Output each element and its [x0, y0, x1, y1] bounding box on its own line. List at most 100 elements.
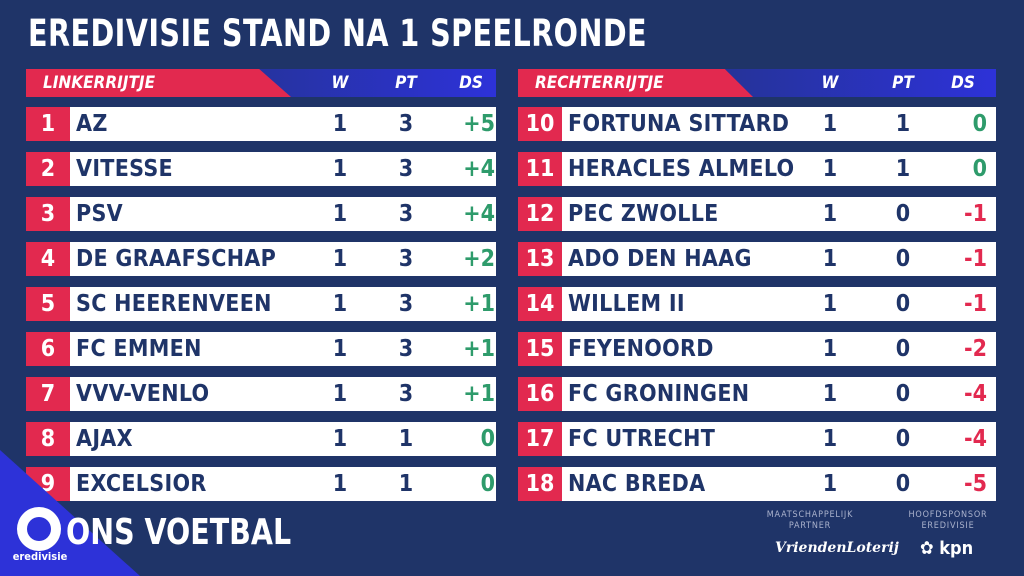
team-name: AZ: [76, 111, 108, 137]
goal-difference-value: -1: [964, 246, 987, 272]
team-name: FC GRONINGEN: [568, 381, 750, 407]
slogan: ONS VOETBAL: [66, 512, 292, 553]
table-row: 6 FC EMMEN 1 3 +1: [26, 332, 496, 366]
goal-difference-value: -1: [964, 201, 987, 227]
position-number: 6: [26, 332, 70, 366]
team-name: WILLEM II: [568, 291, 685, 317]
points-value: 3: [398, 111, 414, 137]
points-value: 3: [398, 336, 414, 362]
points-value: 3: [398, 381, 414, 407]
wins-value: 1: [332, 381, 348, 407]
team-name: AJAX: [76, 426, 133, 452]
sponsor-logo: ✿ kpn: [920, 538, 973, 559]
points-value: 0: [895, 336, 911, 362]
goal-difference-value: 0: [972, 156, 987, 182]
points-value: 1: [398, 426, 414, 452]
standings-right-panel: RECHTERRIJTJE W PT DS 10 FORTUNA SITTARD 1…: [518, 69, 996, 501]
points-value: 3: [398, 201, 414, 227]
position-number: 5: [26, 287, 70, 321]
column-header-ds: DS: [951, 73, 975, 93]
team-name: VVV-VENLO: [76, 381, 210, 407]
column-header-w: W: [331, 73, 349, 93]
position-number: 8: [26, 422, 70, 456]
partner-caption: MAATSCHAPPELIJK PARTNER: [766, 510, 854, 531]
position-number: 15: [518, 332, 562, 366]
table-row: 13 ADO DEN HAAG 1 0 -1: [518, 242, 996, 276]
points-value: 3: [398, 156, 414, 182]
position-number: 3: [26, 197, 70, 231]
panel-label: RECHTERRIJTJE: [535, 73, 664, 93]
wins-value: 1: [822, 201, 838, 227]
team-name: FC UTRECHT: [568, 426, 716, 452]
team-name: VITESSE: [76, 156, 173, 182]
goal-difference-value: 0: [480, 471, 495, 497]
points-value: 0: [895, 471, 911, 497]
points-value: 0: [895, 426, 911, 452]
position-number: 4: [26, 242, 70, 276]
position-number: 13: [518, 242, 562, 276]
goal-difference-value: 0: [480, 426, 495, 452]
team-name: PSV: [76, 201, 123, 227]
goal-difference-value: -4: [964, 381, 987, 407]
points-value: 0: [895, 246, 911, 272]
goal-difference-value: -2: [964, 336, 987, 362]
team-name: NAC BREDA: [568, 471, 706, 497]
points-value: 0: [895, 381, 911, 407]
wins-value: 1: [332, 426, 348, 452]
table-header: RECHTERRIJTJE W PT DS: [518, 69, 996, 97]
goal-difference-value: -1: [964, 291, 987, 317]
points-value: 3: [398, 291, 414, 317]
table-row: 5 SC HEERENVEEN 1 3 +1: [26, 287, 496, 321]
goal-difference-value: +1: [463, 291, 495, 317]
table-row: 4 DE GRAAFSCHAP 1 3 +2: [26, 242, 496, 276]
table-row: 14 WILLEM II 1 0 -1: [518, 287, 996, 321]
logo-text: eredivisie: [12, 550, 68, 563]
wins-value: 1: [332, 111, 348, 137]
wins-value: 1: [822, 381, 838, 407]
goal-difference-value: +2: [463, 246, 495, 272]
kpn-flower-icon: ✿: [920, 538, 934, 559]
wins-value: 1: [822, 291, 838, 317]
table-row: 11 HERACLES ALMELO 1 1 0: [518, 152, 996, 186]
team-name: FEYENOORD: [568, 336, 714, 362]
position-number: 10: [518, 107, 562, 141]
goal-difference-value: +4: [463, 201, 495, 227]
table-row: 10 FORTUNA SITTARD 1 1 0: [518, 107, 996, 141]
column-header-pt: PT: [892, 73, 914, 93]
goal-difference-value: +1: [463, 336, 495, 362]
table-row: 2 VITESSE 1 3 +4: [26, 152, 496, 186]
table-row: 17 FC UTRECHT 1 0 -4: [518, 422, 996, 456]
position-number: 17: [518, 422, 562, 456]
goal-difference-value: -4: [964, 426, 987, 452]
wins-value: 1: [822, 111, 838, 137]
wins-value: 1: [822, 471, 838, 497]
team-name: DE GRAAFSCHAP: [76, 246, 277, 272]
table-row: 7 VVV-VENLO 1 3 +1: [26, 377, 496, 411]
points-value: 1: [895, 156, 911, 182]
team-name: FORTUNA SITTARD: [568, 111, 790, 137]
table-row: 12 PEC ZWOLLE 1 0 -1: [518, 197, 996, 231]
points-value: 0: [895, 291, 911, 317]
column-header-w: W: [821, 73, 839, 93]
wins-value: 1: [332, 471, 348, 497]
sponsor-name: kpn: [939, 538, 974, 559]
points-value: 3: [398, 246, 414, 272]
table-rows: 10 FORTUNA SITTARD 1 1 0 11 HERACLES ALMELO 1 1 0…: [518, 107, 996, 501]
wins-value: 1: [332, 156, 348, 182]
table-row: 16 FC GRONINGEN 1 0 -4: [518, 377, 996, 411]
position-number: 18: [518, 467, 562, 501]
points-value: 1: [398, 471, 414, 497]
position-number: 7: [26, 377, 70, 411]
column-header-ds: DS: [459, 73, 483, 93]
points-value: 1: [895, 111, 911, 137]
wins-value: 1: [332, 201, 348, 227]
wins-value: 1: [822, 156, 838, 182]
team-name: FC EMMEN: [76, 336, 202, 362]
wins-value: 1: [332, 246, 348, 272]
wins-value: 1: [822, 336, 838, 362]
goal-difference-value: +4: [463, 156, 495, 182]
panel-label: LINKERRIJTJE: [43, 73, 156, 93]
goal-difference-value: -5: [964, 471, 987, 497]
table-row: 9 EXCELSIOR 1 1 0: [26, 467, 496, 501]
sponsor-caption: HOOFDSPONSOR EREDIVISIE: [908, 510, 988, 531]
